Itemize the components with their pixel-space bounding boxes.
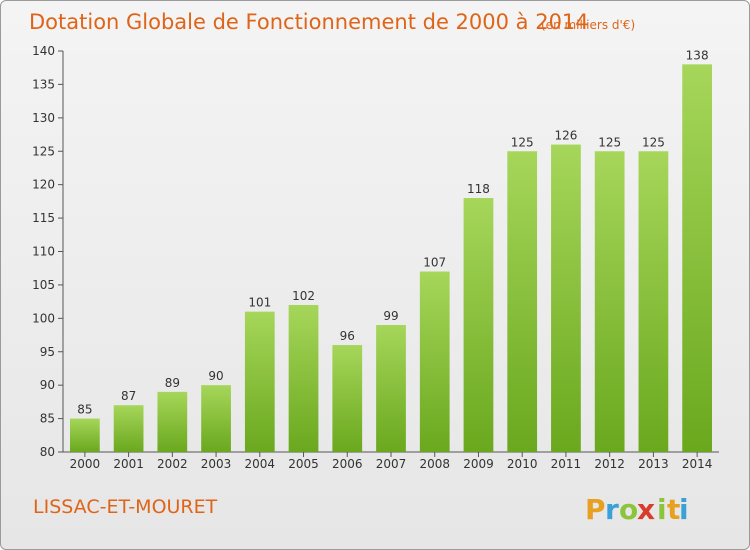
x-tick-label: 2000 xyxy=(70,457,101,471)
y-tick-label: 130 xyxy=(32,111,55,125)
logo-letter: i xyxy=(679,493,689,526)
x-tick-label: 2013 xyxy=(638,457,669,471)
y-tick-label: 120 xyxy=(32,178,55,192)
y-tick-label: 110 xyxy=(32,245,55,259)
value-label-2003: 90 xyxy=(208,369,223,383)
y-tick-label: 100 xyxy=(32,311,55,325)
bars xyxy=(69,64,713,453)
value-labels: 85 87 89 90 101 102 96 99 107 118 125 126 125 125 138 xyxy=(77,48,708,416)
value-label-2011: 126 xyxy=(554,129,577,143)
y-tick-label: 85 xyxy=(40,412,55,426)
value-label-2013: 125 xyxy=(642,135,665,149)
bar-2008 xyxy=(419,271,450,452)
bar-2010 xyxy=(507,151,538,452)
y-tick-label: 140 xyxy=(32,44,55,58)
value-label-2008: 107 xyxy=(423,256,446,270)
x-tick-label: 2012 xyxy=(594,457,625,471)
y-tick-label: 105 xyxy=(32,278,55,292)
bar-2003 xyxy=(201,385,231,452)
value-label-2002: 89 xyxy=(165,376,180,390)
bar-2002 xyxy=(157,391,188,452)
y-tick-label: 115 xyxy=(32,211,55,225)
x-tick-label: 2008 xyxy=(419,457,450,471)
logo-letter: i xyxy=(657,493,667,526)
value-label-2000: 85 xyxy=(77,403,92,417)
bar-2000 xyxy=(69,418,100,452)
logo-letter: r xyxy=(605,493,619,526)
value-label-2006: 96 xyxy=(340,329,355,343)
chart-title: Dotation Globale de Fonctionnement de 20… xyxy=(29,10,589,34)
x-tick-label: 2014 xyxy=(682,457,713,471)
value-label-2010: 125 xyxy=(511,135,534,149)
logo-letter: P xyxy=(585,493,606,526)
x-tick-label: 2009 xyxy=(463,457,494,471)
bar-2001 xyxy=(113,405,144,452)
bar-2007 xyxy=(376,325,406,452)
x-tick-label: 2005 xyxy=(288,457,319,471)
y-tick-label: 135 xyxy=(32,77,55,91)
x-tick-label: 2003 xyxy=(201,457,232,471)
x-tick-label: 2006 xyxy=(332,457,363,471)
x-tick-label: 2011 xyxy=(551,457,582,471)
bar-2006 xyxy=(332,345,363,452)
x-tick-label: 2004 xyxy=(245,457,276,471)
value-label-2012: 125 xyxy=(598,135,621,149)
bar-2009 xyxy=(463,198,494,452)
y-tick-label: 95 xyxy=(40,345,55,359)
value-label-2014: 138 xyxy=(686,48,709,62)
bar-2014 xyxy=(682,64,713,452)
value-label-2009: 118 xyxy=(467,182,490,196)
y-tick-label: 125 xyxy=(32,144,55,158)
y-tick-label: 80 xyxy=(40,445,55,459)
chart-subtitle: (en milliers d'€) xyxy=(541,18,635,32)
x-tick-label: 2002 xyxy=(157,457,188,471)
value-label-2001: 87 xyxy=(121,389,136,403)
x-axis: 2000 2001 2002 2003 2004 2005 2006 2007 2008 2009… xyxy=(63,451,719,471)
logo-letter: t xyxy=(667,493,680,526)
bar-2005 xyxy=(288,304,319,452)
bar-2013 xyxy=(638,151,669,452)
value-label-2005: 102 xyxy=(292,289,315,303)
y-axis: 80 85 90 95 100 105 110 115 120 125 130 135 140 xyxy=(32,44,64,459)
logo-letter: x xyxy=(637,493,655,526)
x-tick-label: 2010 xyxy=(507,457,538,471)
bar-2012 xyxy=(594,151,625,452)
commune-name: LISSAC-ET-MOURET xyxy=(33,496,218,518)
bar-2011 xyxy=(551,144,581,453)
bar-2004 xyxy=(244,311,275,452)
y-tick-label: 90 xyxy=(40,378,55,392)
value-label-2007: 99 xyxy=(383,309,398,323)
logo-letter: o xyxy=(619,493,638,526)
x-tick-label: 2001 xyxy=(113,457,144,471)
x-tick-label: 2007 xyxy=(376,457,407,471)
value-label-2004: 101 xyxy=(248,296,271,310)
